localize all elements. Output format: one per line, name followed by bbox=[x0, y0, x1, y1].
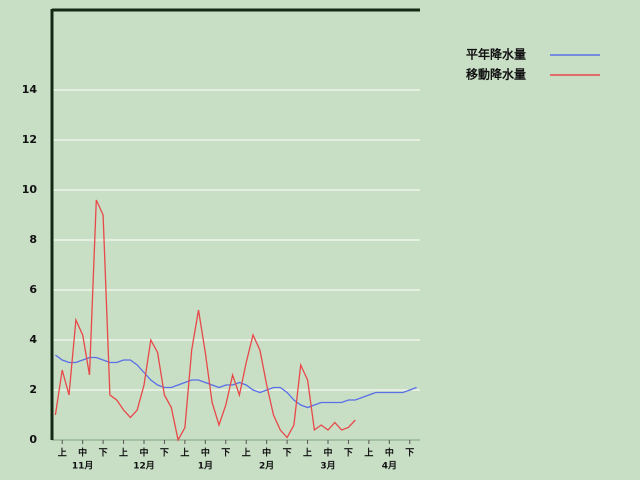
x-tick-label: 中 bbox=[323, 447, 332, 459]
x-tick-label: 下 bbox=[283, 448, 292, 459]
x-tick-label: 下 bbox=[160, 448, 169, 459]
x-tick-label: 下 bbox=[221, 448, 230, 459]
month-label: 12月 bbox=[133, 461, 155, 472]
x-tick-label: 上 bbox=[58, 447, 67, 459]
y-tick-label: 2 bbox=[29, 383, 37, 396]
y-tick-label: 14 bbox=[22, 83, 38, 96]
month-label: 4月 bbox=[382, 461, 397, 472]
month-label: 11月 bbox=[72, 461, 94, 472]
y-tick-label: 10 bbox=[22, 183, 38, 196]
x-tick-label: 中 bbox=[139, 447, 148, 459]
x-tick-label: 中 bbox=[201, 447, 210, 459]
x-tick-label: 上 bbox=[180, 447, 189, 459]
month-label: 2月 bbox=[259, 461, 274, 472]
x-tick-label: 中 bbox=[385, 447, 394, 459]
y-tick-label: 6 bbox=[29, 283, 37, 296]
x-tick-label: 下 bbox=[99, 448, 108, 459]
x-tick-label: 上 bbox=[303, 447, 312, 459]
y-tick-label: 4 bbox=[29, 333, 37, 346]
month-label: 3月 bbox=[320, 461, 335, 472]
x-tick-label: 中 bbox=[262, 447, 271, 459]
x-tick-label: 上 bbox=[364, 447, 373, 459]
month-label: 1月 bbox=[198, 461, 213, 472]
y-tick-label: 12 bbox=[22, 133, 37, 146]
y-tick-label: 8 bbox=[29, 233, 37, 246]
x-tick-label: 下 bbox=[405, 448, 414, 459]
legend-label: 移動降水量 bbox=[466, 67, 526, 82]
x-tick-label: 下 bbox=[344, 448, 353, 459]
x-tick-label: 中 bbox=[78, 447, 87, 459]
x-tick-label: 上 bbox=[242, 447, 251, 459]
legend-label: 平年降水量 bbox=[466, 47, 526, 62]
x-tick-label: 上 bbox=[119, 447, 128, 459]
series-line bbox=[54, 199, 356, 442]
y-tick-label: 0 bbox=[29, 433, 37, 446]
